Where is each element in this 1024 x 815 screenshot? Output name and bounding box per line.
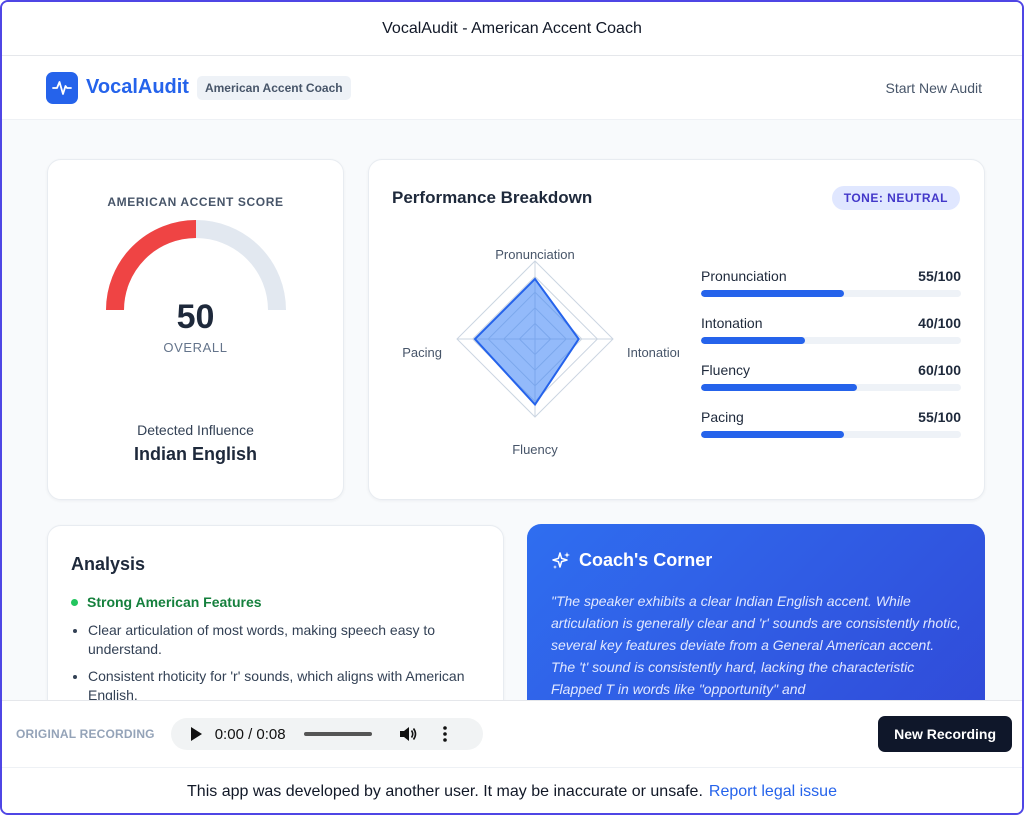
analysis-title: Analysis xyxy=(71,554,146,574)
coach-text: "The speaker exhibits a clear Indian Eng… xyxy=(551,593,961,697)
coach-heading: Coach's Corner xyxy=(551,550,712,571)
bar-row-pronunciation: Pronunciation 55/100 xyxy=(701,268,961,315)
radar-axis-label-pronunciation: Pronunciation xyxy=(495,247,575,262)
new-recording-button[interactable]: New Recording xyxy=(878,716,1012,752)
bar-row-fluency: Fluency 60/100 xyxy=(701,362,961,409)
bar-fill xyxy=(701,384,857,391)
sparkles-icon xyxy=(552,551,570,569)
green-dot-icon xyxy=(71,598,78,606)
gauge-fill xyxy=(106,220,197,311)
more-options-icon[interactable] xyxy=(442,725,448,743)
radar-series xyxy=(473,277,580,407)
bar-label: Pacing xyxy=(701,409,744,425)
score-value: 50 xyxy=(176,298,215,336)
bar-track xyxy=(701,384,961,391)
brand-name[interactable]: VocalAudit xyxy=(86,76,189,98)
score-bars: Pronunciation 55/100 Intonation 40/100 F… xyxy=(701,268,961,456)
performance-title: Performance Breakdown xyxy=(392,188,593,207)
original-recording-label: ORIGINAL RECORDING xyxy=(16,727,155,741)
bar-score: 60/100 xyxy=(918,362,961,378)
score-gauge xyxy=(106,220,286,311)
bar-label: Fluency xyxy=(701,362,751,378)
radar-chart: Pronunciation Intonation Fluency Pacing xyxy=(402,247,681,457)
radar-axis-label-intonation: Intonation xyxy=(627,345,681,360)
bar-track xyxy=(701,431,961,438)
score-card: AMERICAN ACCENT SCORE 50 OVERALL Detecte… xyxy=(47,159,344,500)
tone-badge: TONE: NEUTRAL xyxy=(831,186,960,210)
list-item: Clear articulation of most words, making… xyxy=(88,621,483,659)
seek-slider[interactable] xyxy=(303,732,372,736)
bar-label: Intonation xyxy=(701,315,763,331)
strong-features-list: Clear articulation of most words, making… xyxy=(88,621,483,713)
bar-fill xyxy=(701,431,844,438)
brand-badge: American Accent Coach xyxy=(196,75,351,100)
player-bar: ORIGINAL RECORDING 0:00 / 0:08 New Recor… xyxy=(2,700,1022,767)
bar-track xyxy=(701,290,961,297)
bar-track xyxy=(701,337,961,344)
audio-player[interactable]: 0:00 / 0:08 xyxy=(170,718,483,750)
start-new-audit-link[interactable]: Start New Audit xyxy=(885,79,983,96)
performance-card: Performance Breakdown TONE: NEUTRAL Pron… xyxy=(368,159,985,500)
play-icon[interactable] xyxy=(189,726,203,742)
score-subtitle: OVERALL xyxy=(163,340,228,355)
radar-axis-label-pacing: Pacing xyxy=(402,345,442,360)
bar-score: 55/100 xyxy=(918,268,961,284)
strong-features-label: Strong American Features xyxy=(87,594,262,610)
bar-score: 40/100 xyxy=(918,315,961,331)
window-title: VocalAudit - American Accent Coach xyxy=(2,2,1022,56)
radar-axis-label-fluency: Fluency xyxy=(512,442,558,457)
bar-score: 55/100 xyxy=(918,409,961,425)
coach-title: Coach's Corner xyxy=(579,550,713,570)
audio-time: 0:00 / 0:08 xyxy=(214,725,286,743)
influence-value: Indian English xyxy=(133,444,257,464)
list-item: Consistent rhoticity for 'r' sounds, whi… xyxy=(88,667,483,705)
score-label: AMERICAN ACCENT SCORE xyxy=(107,195,284,209)
bar-fill xyxy=(701,290,844,297)
app-header: VocalAudit American Accent Coach Start N… xyxy=(2,56,1022,120)
footer-text: This app was developed by another user. … xyxy=(187,782,703,800)
footer: This app was developed by another user. … xyxy=(2,767,1022,813)
report-legal-issue-link[interactable]: Report legal issue xyxy=(708,782,837,800)
bar-row-pacing: Pacing 55/100 xyxy=(701,409,961,456)
waveform-icon[interactable] xyxy=(46,71,78,104)
bar-row-intonation: Intonation 40/100 xyxy=(701,315,961,362)
bar-fill xyxy=(701,337,805,344)
volume-icon[interactable] xyxy=(398,725,418,743)
bar-label: Pronunciation xyxy=(701,268,787,284)
influence-label: Detected Influence xyxy=(137,422,254,438)
strong-features-heading: Strong American Features xyxy=(71,594,262,610)
